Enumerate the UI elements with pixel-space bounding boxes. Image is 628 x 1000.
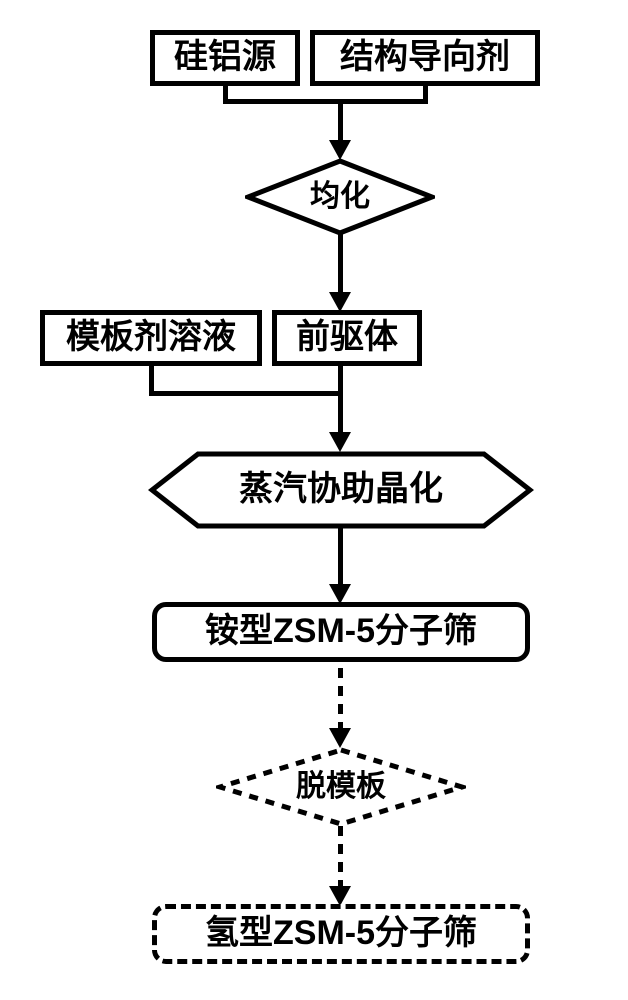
node-precursor: 前驱体 [272,310,422,366]
arrow-line-3 [338,366,343,434]
node-label: 前驱体 [296,319,398,356]
flowchart-canvas: 硅铝源 结构导向剂 均化 模板剂溶液 前驱体 蒸汽协助晶化 [0,0,628,1000]
arrow-line-1 [338,104,343,142]
node-sda: 结构导向剂 [310,30,540,86]
node-label: 氢型ZSM-5分子筛 [205,915,477,952]
arrow-line-4 [338,528,343,586]
node-si-al-source: 硅铝源 [150,30,300,86]
node-label: 结构导向剂 [340,39,510,76]
arrow-head-4 [329,584,351,604]
node-label: 硅铝源 [174,39,276,76]
node-detemplate: 脱模板 [216,746,466,828]
merge-horizontal-1 [223,99,428,104]
arrow-head-3 [329,432,351,452]
arrow-line-2 [338,234,343,294]
merge-horizontal-2 [149,391,343,396]
node-nh-zsm5: 铵型ZSM-5分子筛 [152,602,530,662]
arrow-head-1 [329,140,351,160]
arrow-head-2 [329,292,351,312]
node-label: 铵型ZSM-5分子筛 [205,613,477,650]
node-homogenize: 均化 [245,158,435,236]
node-h-zsm5: 氢型ZSM-5分子筛 [152,904,530,964]
node-template-solution: 模板剂溶液 [40,310,262,366]
node-label: 模板剂溶液 [66,319,236,356]
node-steam-crystallize: 蒸汽协助晶化 [148,450,534,530]
